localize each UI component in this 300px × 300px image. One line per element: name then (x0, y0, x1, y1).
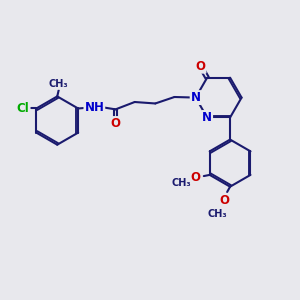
Text: N: N (202, 111, 212, 124)
Text: CH₃: CH₃ (208, 209, 227, 219)
Text: O: O (196, 60, 206, 73)
Text: CH₃: CH₃ (171, 178, 191, 188)
Text: CH₃: CH₃ (49, 79, 68, 89)
Text: O: O (111, 117, 121, 130)
Text: Cl: Cl (17, 102, 29, 115)
Text: N: N (190, 91, 201, 104)
Text: O: O (219, 194, 229, 207)
Text: O: O (190, 171, 201, 184)
Text: NH: NH (84, 100, 104, 113)
